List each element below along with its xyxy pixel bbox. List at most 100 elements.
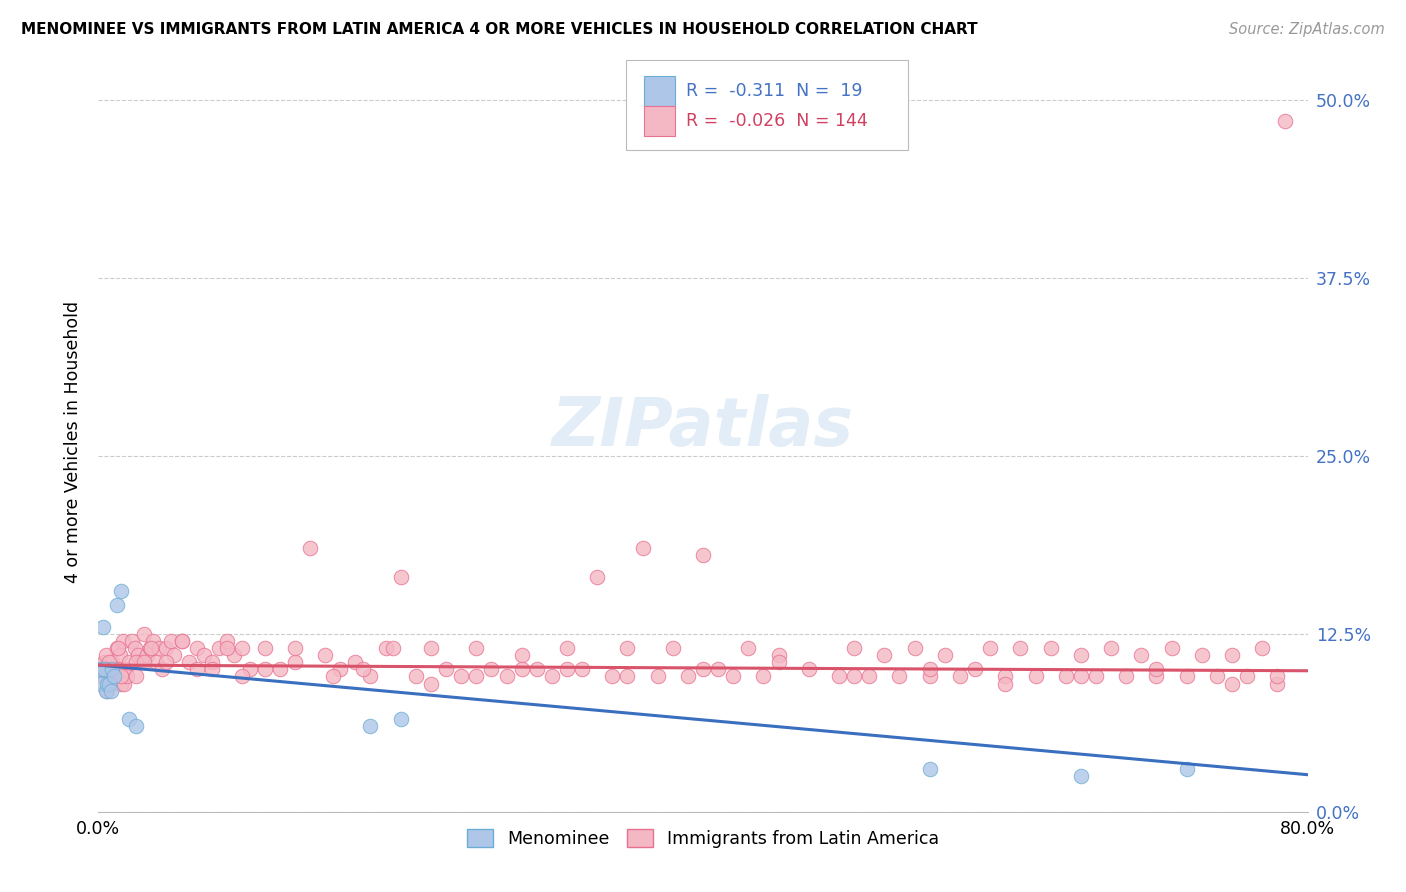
Immigrants from Latin America [269, 662, 291, 676]
Immigrants from Latin America [934, 648, 956, 662]
Immigrants from Latin America [1024, 669, 1046, 683]
Immigrants from Latin America [115, 669, 138, 683]
Immigrants from Latin America [96, 683, 118, 698]
Immigrants from Latin America [1267, 676, 1289, 690]
Immigrants from Latin America [170, 633, 193, 648]
Menominee [105, 599, 128, 613]
Text: MENOMINEE VS IMMIGRANTS FROM LATIN AMERICA 4 OR MORE VEHICLES IN HOUSEHOLD CORRE: MENOMINEE VS IMMIGRANTS FROM LATIN AMERI… [21, 22, 977, 37]
Immigrants from Latin America [707, 662, 730, 676]
Immigrants from Latin America [89, 662, 111, 676]
Immigrants from Latin America [616, 640, 638, 655]
Immigrants from Latin America [1144, 662, 1167, 676]
Menominee [110, 584, 132, 599]
Menominee [100, 683, 122, 698]
Immigrants from Latin America [918, 669, 941, 683]
Immigrants from Latin America [918, 662, 941, 676]
Immigrants from Latin America [110, 676, 132, 690]
Immigrants from Latin America [90, 662, 112, 676]
Immigrants from Latin America [540, 669, 562, 683]
Immigrants from Latin America [555, 662, 578, 676]
Immigrants from Latin America [692, 549, 714, 563]
Menominee [918, 762, 941, 776]
Immigrants from Latin America [481, 662, 503, 676]
Immigrants from Latin America [114, 662, 136, 676]
Immigrants from Latin America [1039, 640, 1062, 655]
Immigrants from Latin America [215, 640, 238, 655]
Immigrants from Latin America [127, 648, 149, 662]
Immigrants from Latin America [768, 655, 790, 669]
Immigrants from Latin America [110, 669, 132, 683]
Immigrants from Latin America [186, 662, 208, 676]
Immigrants from Latin America [105, 640, 128, 655]
Immigrants from Latin America [1267, 669, 1289, 683]
Immigrants from Latin America [1115, 669, 1137, 683]
Legend: Menominee, Immigrants from Latin America: Menominee, Immigrants from Latin America [460, 822, 946, 855]
Immigrants from Latin America [873, 648, 896, 662]
Text: ZIPatlas: ZIPatlas [553, 393, 853, 459]
Immigrants from Latin America [420, 676, 443, 690]
Menominee [96, 676, 118, 690]
Immigrants from Latin America [118, 655, 141, 669]
Menominee [1175, 762, 1198, 776]
Immigrants from Latin America [101, 655, 124, 669]
Immigrants from Latin America [239, 662, 262, 676]
Immigrants from Latin America [231, 669, 253, 683]
Immigrants from Latin America [112, 676, 135, 690]
Immigrants from Latin America [145, 655, 167, 669]
Immigrants from Latin America [107, 640, 129, 655]
Immigrants from Latin America [510, 648, 533, 662]
Immigrants from Latin America [360, 669, 382, 683]
Immigrants from Latin America [94, 662, 117, 676]
Immigrants from Latin America [201, 662, 224, 676]
Menominee [94, 683, 117, 698]
Immigrants from Latin America [100, 676, 122, 690]
Immigrants from Latin America [284, 655, 307, 669]
Immigrants from Latin America [965, 662, 987, 676]
Immigrants from Latin America [374, 640, 396, 655]
Immigrants from Latin America [994, 676, 1017, 690]
Immigrants from Latin America [231, 640, 253, 655]
Immigrants from Latin America [208, 640, 231, 655]
Immigrants from Latin America [104, 662, 127, 676]
Immigrants from Latin America [314, 648, 336, 662]
Immigrants from Latin America [1160, 640, 1182, 655]
Immigrants from Latin America [253, 662, 276, 676]
Immigrants from Latin America [135, 648, 157, 662]
Menominee [101, 662, 124, 676]
Text: R =  -0.026  N = 144: R = -0.026 N = 144 [686, 112, 868, 130]
Immigrants from Latin America [344, 655, 367, 669]
Immigrants from Latin America [382, 640, 405, 655]
Immigrants from Latin America [129, 655, 152, 669]
Immigrants from Latin America [737, 640, 759, 655]
Immigrants from Latin America [352, 662, 374, 676]
Immigrants from Latin America [465, 640, 488, 655]
Y-axis label: 4 or more Vehicles in Household: 4 or more Vehicles in Household [65, 301, 83, 582]
Text: Source: ZipAtlas.com: Source: ZipAtlas.com [1229, 22, 1385, 37]
Immigrants from Latin America [94, 648, 117, 662]
Immigrants from Latin America [1099, 640, 1122, 655]
Immigrants from Latin America [160, 633, 183, 648]
Immigrants from Latin America [132, 626, 155, 640]
Immigrants from Latin America [571, 662, 593, 676]
Immigrants from Latin America [322, 669, 344, 683]
Immigrants from Latin America [108, 648, 131, 662]
Immigrants from Latin America [828, 669, 851, 683]
Immigrants from Latin America [676, 669, 699, 683]
Immigrants from Latin America [201, 655, 224, 669]
Menominee [93, 662, 115, 676]
Immigrants from Latin America [93, 655, 115, 669]
Immigrants from Latin America [124, 640, 146, 655]
Immigrants from Latin America [224, 648, 246, 662]
Immigrants from Latin America [1175, 669, 1198, 683]
Immigrants from Latin America [163, 648, 186, 662]
Immigrants from Latin America [103, 669, 125, 683]
Immigrants from Latin America [602, 669, 624, 683]
Immigrants from Latin America [141, 640, 163, 655]
Immigrants from Latin America [420, 640, 443, 655]
Immigrants from Latin America [692, 662, 714, 676]
Immigrants from Latin America [179, 655, 201, 669]
Menominee [389, 712, 412, 726]
Immigrants from Latin America [1191, 648, 1213, 662]
Immigrants from Latin America [1010, 640, 1032, 655]
Immigrants from Latin America [949, 669, 972, 683]
